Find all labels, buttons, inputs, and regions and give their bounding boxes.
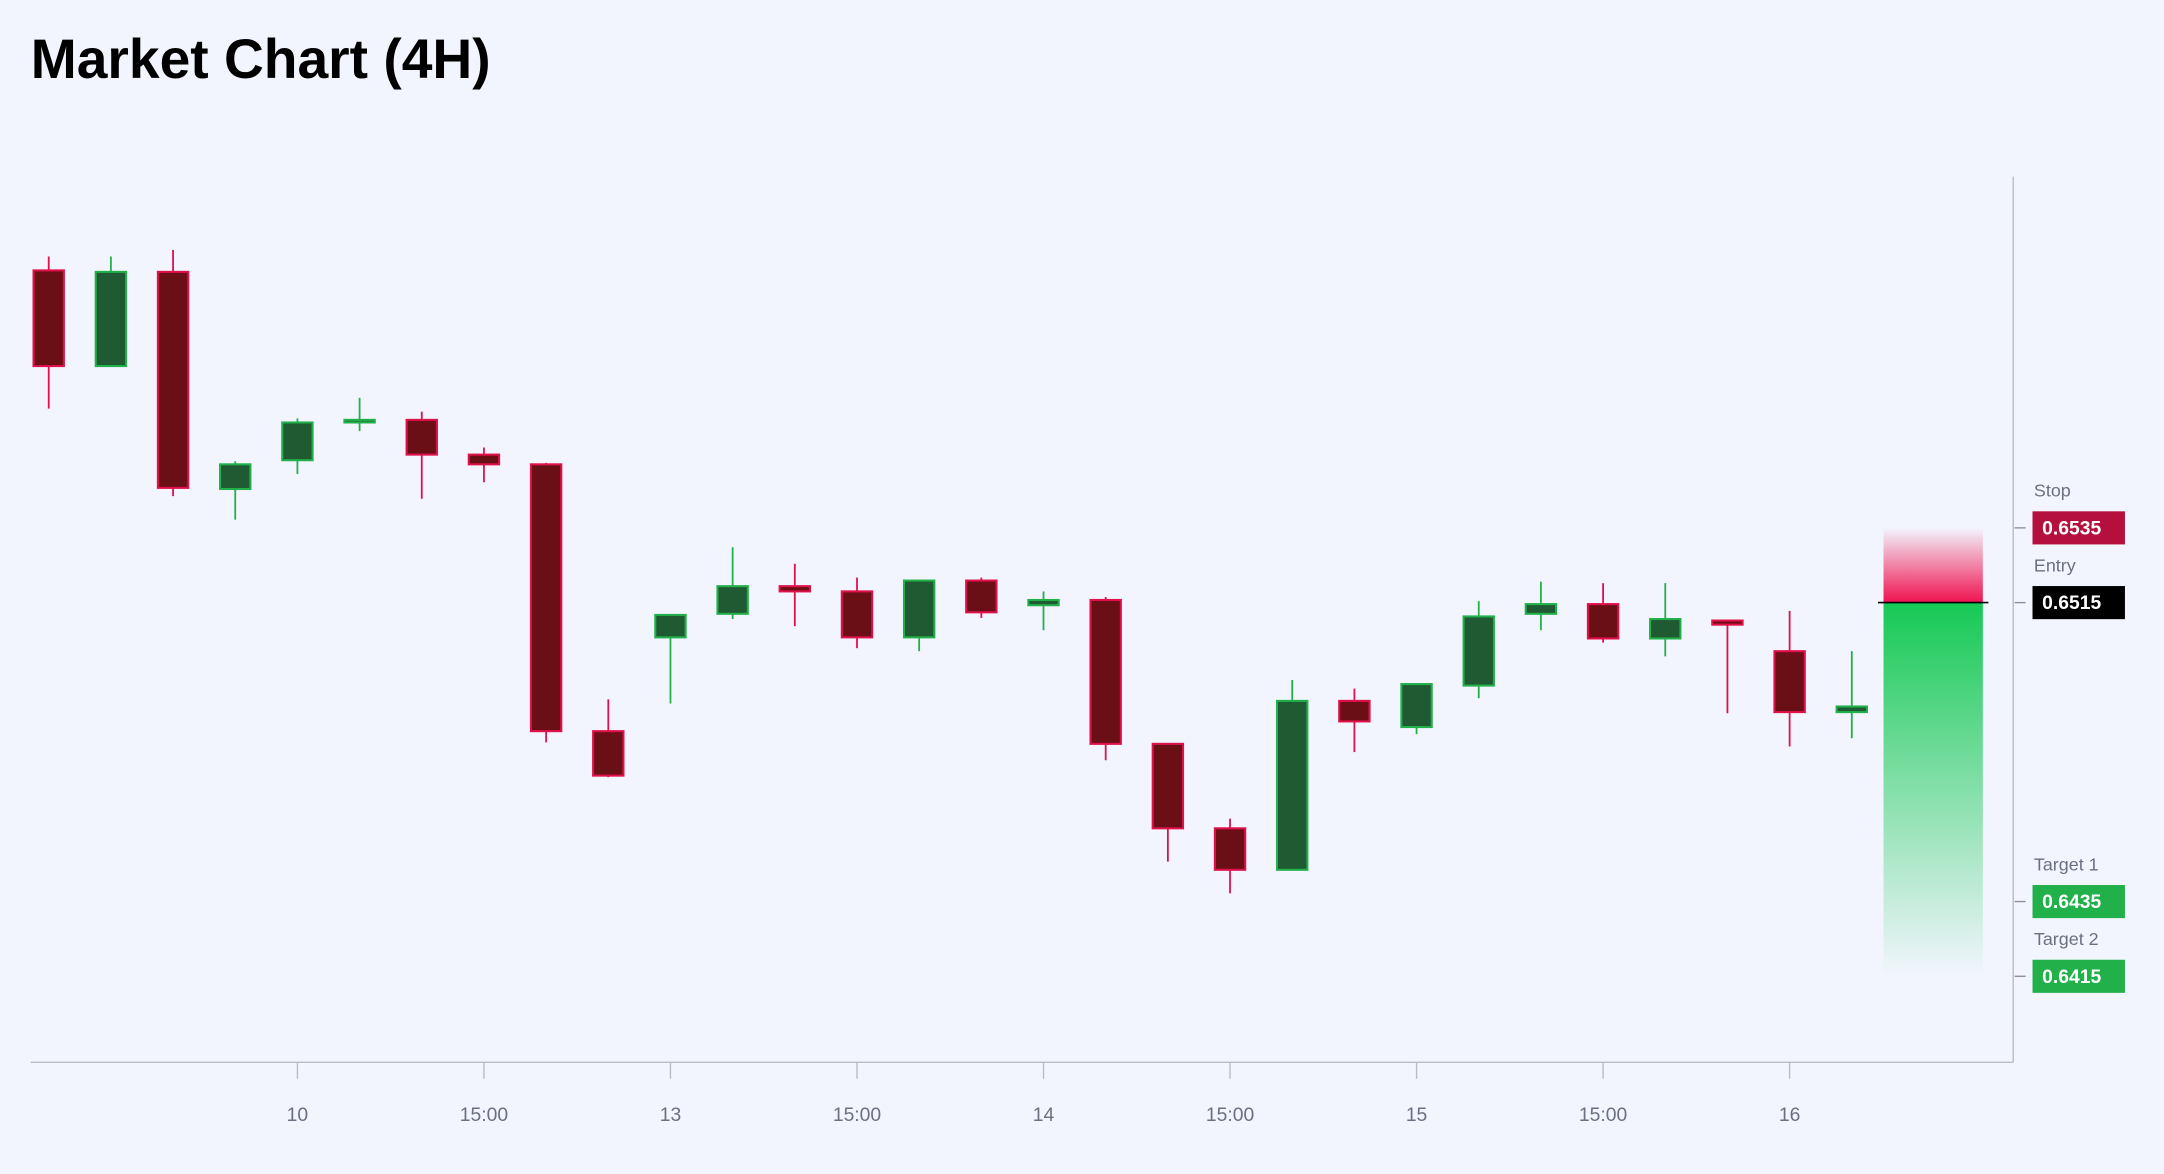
x-tick-label: 15 [1406,1105,1427,1126]
candle-body [716,585,749,615]
candle-body [778,585,812,593]
chart-title: Market Chart (4H) [31,28,491,90]
candle-body [281,421,314,462]
candle-body [1462,615,1495,687]
level-name: Target 1 [2034,854,2099,874]
level-value: 0.6535 [2042,518,2101,539]
candle-body [1524,603,1558,615]
x-tick-label: 15:00 [1206,1105,1254,1126]
candle-body [467,453,501,466]
level-box [2032,959,2125,993]
candle-body [1649,618,1682,640]
level-value: 0.6415 [2042,967,2101,988]
risk-zone [1883,527,1983,603]
candle-body [1400,683,1433,729]
level-name: Target 2 [2034,929,2099,949]
level-box [2032,586,2125,620]
candle-body [1835,705,1869,714]
candle-body [965,579,998,614]
candle-body [405,418,438,456]
candle-body [156,270,190,489]
candle-body [1276,699,1309,871]
candle-body [902,579,936,639]
candle-body [1027,598,1060,607]
candle-body [529,463,563,733]
x-tick-label: 16 [1779,1105,1800,1126]
candle-body [219,463,252,491]
candle-body [1711,619,1744,626]
candle-body [1773,650,1806,714]
candle-body [343,418,376,424]
x-tick-label: 13 [660,1105,681,1126]
candle-body [32,269,65,368]
level-box [2032,511,2125,545]
level-name: Entry [2034,555,2076,575]
candle-body [840,590,874,639]
candle-body [1338,699,1371,723]
candle-body [94,270,128,368]
x-tick-label: 14 [1033,1105,1055,1126]
x-tick-label: 15:00 [1579,1105,1627,1126]
candle-body [1213,827,1247,871]
reward-zone [1883,602,1983,977]
candle-body [1586,603,1620,640]
candle-body [592,730,625,777]
candle-body [1151,742,1185,830]
candle-body [654,613,687,639]
x-tick-label: 10 [287,1105,308,1126]
candle-body [1089,598,1122,745]
x-tick-label: 15:00 [460,1105,508,1126]
level-box [2032,885,2125,919]
x-tick-label: 15:00 [833,1105,881,1126]
level-value: 0.6515 [2042,593,2101,614]
level-value: 0.6435 [2042,892,2101,913]
level-name: Stop [2034,481,2071,501]
